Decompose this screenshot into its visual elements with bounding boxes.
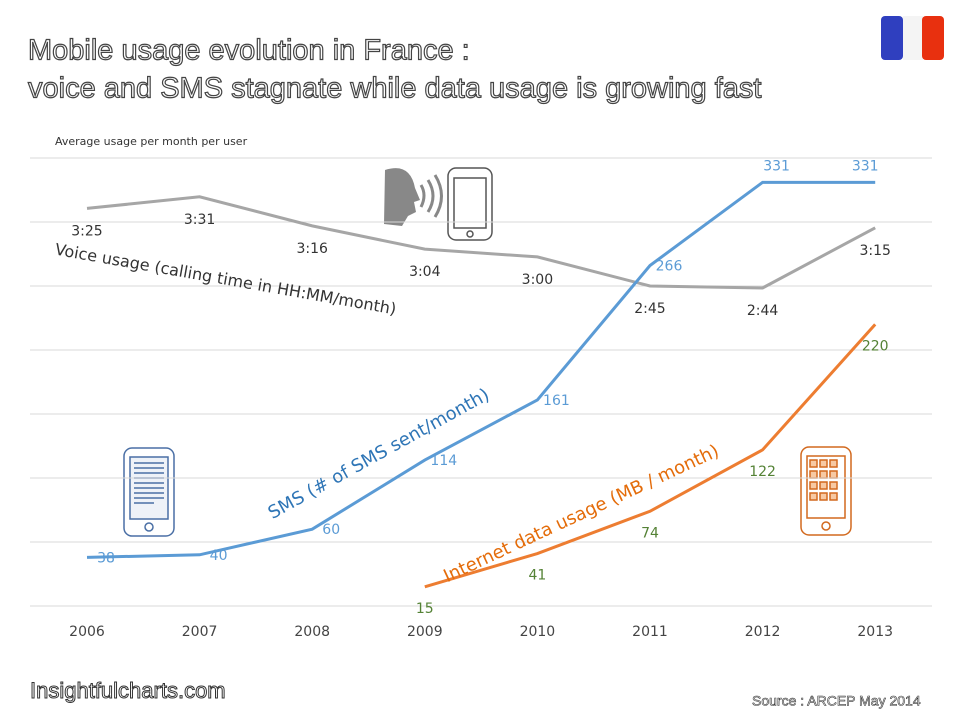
data-label: 41 (528, 568, 546, 584)
x-tick-label: 2007 (182, 624, 218, 640)
data-label: 3:00 (522, 272, 553, 288)
x-tick-label: 2011 (632, 624, 668, 640)
data-label: 40 (210, 548, 228, 564)
data-label: 3:31 (184, 212, 215, 228)
series-name: Internet data usage (MB / month) (440, 441, 722, 587)
data-label: 3:04 (409, 264, 441, 280)
x-tick-label: 2008 (294, 624, 330, 640)
chart-subtitle: voice and SMS stagnate while data usage … (28, 73, 761, 105)
source: Source : ARCEP May 2014 (752, 693, 921, 709)
series-line (86, 195, 876, 290)
data-label: 220 (862, 338, 889, 354)
data-label: 331 (852, 158, 879, 174)
x-tick-label: 2013 (857, 624, 893, 640)
brand: Insightfulcharts.com (30, 678, 226, 703)
data-label: 122 (749, 464, 776, 480)
data-label: 2:44 (747, 303, 779, 319)
x-tick-label: 2006 (69, 624, 105, 640)
data-label: 3:25 (71, 223, 102, 239)
series-name: SMS (# of SMS sent/month) (265, 384, 493, 523)
data-label: 74 (641, 525, 659, 541)
flag (881, 16, 944, 60)
data-label: 38 (97, 550, 115, 566)
series-line (86, 180, 876, 559)
data-label: 60 (322, 522, 340, 538)
data-icon (800, 446, 852, 536)
sms-icon (123, 447, 175, 537)
y-label: Average usage per month per user (55, 135, 248, 148)
x-tick-label: 2009 (407, 624, 443, 640)
data-label: 2:45 (634, 301, 665, 317)
data-label: 161 (543, 393, 570, 409)
series-name: Voice usage (calling time in HH:MM/month… (54, 240, 398, 319)
data-label: 114 (430, 453, 457, 469)
data-label: 331 (763, 158, 790, 174)
data-label: 15 (416, 601, 434, 617)
x-tick-label: 2012 (745, 624, 781, 640)
x-tick-label: 2010 (520, 624, 556, 640)
phone-icon (447, 167, 493, 241)
data-label: 3:16 (296, 241, 328, 257)
series-line (424, 323, 877, 589)
chart-title: Mobile usage evolution in France : (28, 35, 470, 67)
voice-icon (384, 168, 443, 226)
data-label: 3:15 (859, 243, 890, 259)
data-label: 266 (656, 259, 683, 275)
